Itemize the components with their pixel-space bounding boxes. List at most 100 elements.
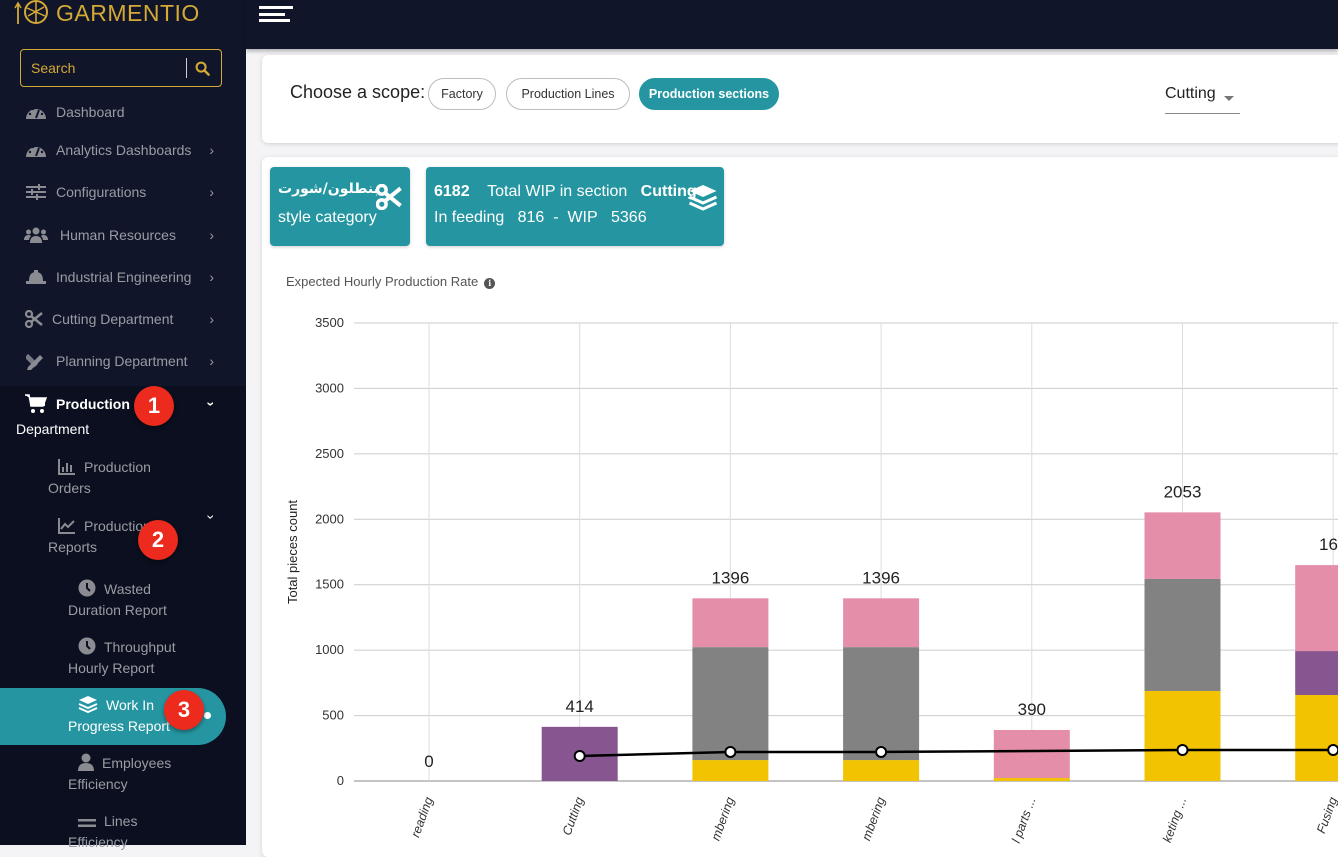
sidebar-item-label: Cutting Department [52,311,174,327]
sidebar-item-cutting-department[interactable]: Cutting Department › [24,309,224,329]
bar-segment-gray [692,647,769,761]
scissors-icon [25,310,43,328]
sidebar-item-production-department[interactable]: Production › [24,394,224,414]
sidebar-item-production-orders[interactable]: Production Orders [48,457,151,499]
line-point [875,745,888,758]
line-point [1176,743,1189,756]
sidebar-item-label: Planning Department [56,353,188,369]
sidebar-item-production-reports[interactable]: Production Reports [48,516,151,558]
hamburger-line [259,12,285,16]
active-item-text: Work In Progress Report [68,695,170,737]
sidebar-item-configurations[interactable]: Configurations › [24,182,224,202]
sidebar-item-label: Dashboard [56,104,125,120]
sliders-icon [26,184,46,200]
line-point [1327,743,1338,756]
x-tick-label: Cutting [560,795,587,837]
menu-toggle-button[interactable] [259,6,293,26]
info-icon[interactable]: i [484,278,496,289]
wip-total-value: 6182 [434,183,470,200]
wip-total-label: Total WIP in section [487,183,628,200]
scope-label: Choose a scope: [290,82,426,102]
sidebar-item-human-resources[interactable]: Human Resources › [24,225,224,245]
line-point [724,745,737,758]
sidebar-item-label: Production [84,459,151,475]
gauge-icon [26,107,46,119]
scope-chip-production-lines[interactable]: Production Lines [506,78,630,110]
wip-report-card: بنطلون/شورت style category 6182 Total WI… [262,157,1338,857]
sidebar-item-label: Hourly Report [68,660,155,676]
total-wip-card: 6182 Total WIP in section Cutting In fee… [426,167,724,246]
chevron-right-icon: › [209,227,214,243]
wip-value: 5366 [611,209,647,226]
layers-icon [78,696,98,713]
search-button[interactable] [187,50,217,86]
style-name: بنطلون/شورت [278,181,379,197]
bar-segment-pink [993,729,1070,778]
bar-total-label: 390 [1018,700,1046,719]
sidebar-item-label: Production [84,518,151,534]
annotation-badge-2: 2 [138,520,178,560]
bar-segment-pink [1144,512,1221,579]
sidebar-item-analytics-dashboards[interactable]: Analytics Dashboards › [24,140,224,160]
sidebar-search [20,49,222,87]
wip-breakdown-line: In feeding 816 - WIP 5366 [434,209,647,227]
sidebar-item-planning-department[interactable]: Planning Department › [24,351,224,371]
gauge-icon [26,145,46,157]
y-tick-label: 1000 [315,642,344,657]
sidebar-item-label: Human Resources [60,227,176,243]
sidebar-item-throughput-hourly-report[interactable]: Throughput Hourly Report [68,637,176,679]
sidebar-item-label: Configurations [56,184,147,200]
sidebar-item-lines-efficiency[interactable]: Lines Efficiency [68,811,137,853]
chevron-right-icon: › [209,142,214,158]
y-axis-label: Total pieces count [285,500,300,604]
scope-chip-production-sections[interactable]: Production sections [639,78,779,110]
sidebar-item-dashboard[interactable]: Dashboard [24,102,224,122]
brand-logo[interactable]: GARMENTIO [14,0,200,26]
x-tick-label: mbering [859,795,888,842]
x-tick-label: mbering [709,795,738,842]
x-tick-label: Fusing [1314,795,1338,835]
sidebar-item-label: Employees [102,755,172,771]
bar-segment-purple [1295,651,1338,696]
sidebar-item-label: Progress Report [68,718,170,734]
sidebar-item-label: Industrial Engineering [56,269,192,285]
chevron-right-icon: › [209,311,214,327]
section-select-value: Cutting [1165,85,1216,102]
chart-title: Expected Hourly Production Rate i [286,274,496,289]
garmentio-logo-icon [14,0,48,24]
sidebar-item-industrial-engineering[interactable]: Industrial Engineering › [24,267,224,287]
section-select[interactable]: Cutting [1165,85,1240,114]
hamburger-line [259,6,293,9]
sidebar-item-label: Department [16,421,90,437]
scissors-icon [376,184,402,210]
sidebar-item-label: Production [56,396,130,412]
sidebar-item-label: Wasted [104,581,151,597]
bar-segment-yellow [1144,690,1221,781]
sidebar-item-label: Reports [48,539,98,555]
style-category-card: بنطلون/شورت style category [270,167,410,246]
annotation-badge-1: 1 [134,386,174,426]
scope-chip-factory[interactable]: Factory [428,78,496,110]
y-tick-label: 2500 [315,446,344,461]
sidebar-item-work-in-progress-report[interactable]: Work In Progress Report [0,688,226,745]
bar-segment-pink [843,598,920,648]
bar-segment-yellow [843,760,920,781]
wip-total-line: 6182 Total WIP in section Cutting [434,183,697,201]
bar-total-label: 1396 [711,568,749,587]
search-input[interactable] [21,60,186,76]
y-tick-label: 3500 [315,315,344,330]
sidebar-item-production-department-line2[interactable]: Department [16,419,89,440]
y-tick-label: 1500 [315,577,344,592]
feeding-value: 816 [517,209,545,226]
sidebar: GARMENTIO Dashboard Analytics Dashboards… [0,0,246,850]
bar-total-label: 165 [1319,535,1338,554]
sidebar-item-label: Orders [48,480,91,496]
bar-segment-yellow [692,760,769,781]
search-divider [186,58,187,78]
sidebar-item-label: Lines [104,813,138,829]
dropdown-arrow-icon [1224,96,1234,101]
chevron-right-icon: › [209,184,214,200]
sidebar-item-employees-efficiency[interactable]: Employees Efficiency [68,753,171,795]
sidebar-item-wasted-duration-report[interactable]: Wasted Duration Report [68,579,167,621]
bar-segment-gray [843,647,920,761]
